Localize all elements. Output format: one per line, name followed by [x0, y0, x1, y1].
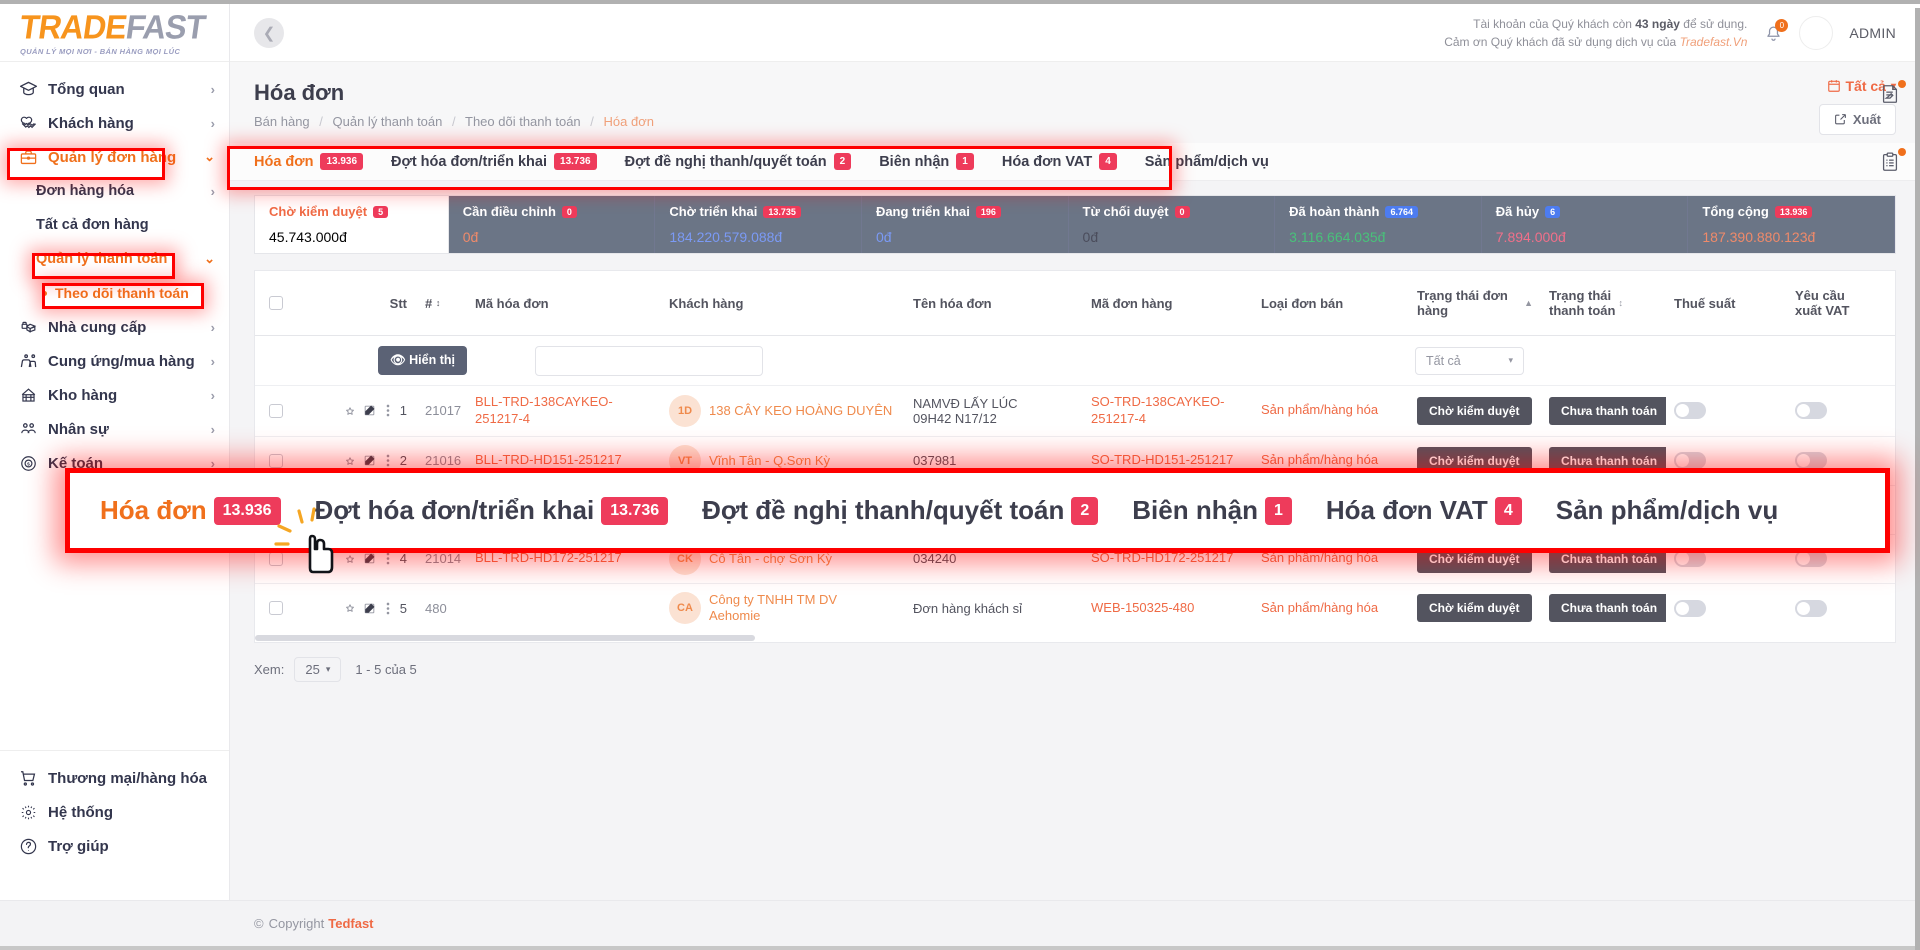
- svg-text:$: $: [27, 461, 30, 467]
